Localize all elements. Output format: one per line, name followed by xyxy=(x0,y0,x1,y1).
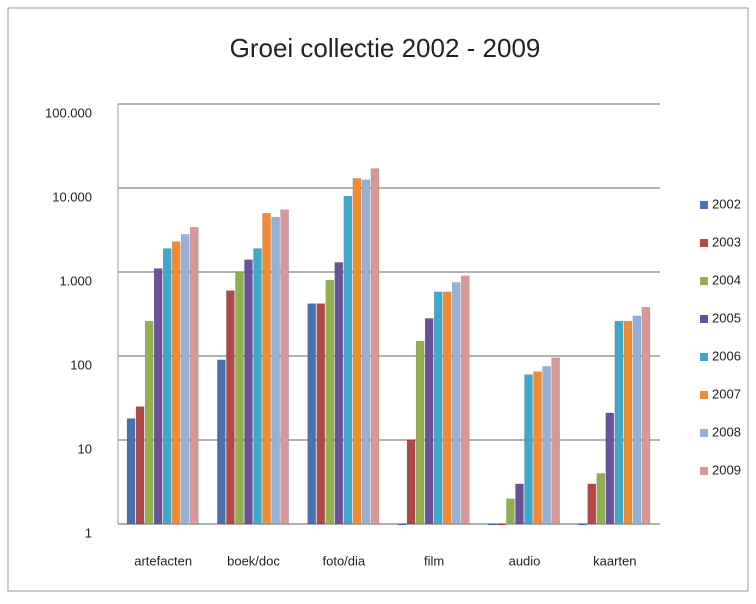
bar xyxy=(235,271,244,525)
bar xyxy=(578,523,587,526)
legend-label: 2002 xyxy=(712,196,741,211)
x-tick-label: boek/doc xyxy=(227,553,280,568)
bar xyxy=(162,248,172,525)
bar xyxy=(253,248,262,525)
x-tick-label: artefacten xyxy=(134,553,192,568)
legend-label: 2003 xyxy=(712,234,741,249)
bar xyxy=(506,498,515,525)
bar xyxy=(461,275,470,525)
bar xyxy=(623,320,633,525)
legend-swatch xyxy=(700,391,708,399)
bar xyxy=(524,374,533,525)
bar xyxy=(632,315,642,525)
bar xyxy=(171,241,181,525)
y-tick-label: 1.000 xyxy=(59,273,92,288)
bar xyxy=(307,303,316,525)
bar xyxy=(587,483,597,525)
legend-label: 2004 xyxy=(712,272,741,287)
bar xyxy=(135,406,145,525)
bar xyxy=(641,307,651,525)
legend-swatch xyxy=(700,429,708,437)
bar xyxy=(352,178,362,525)
bar xyxy=(515,483,524,525)
x-tick-label: audio xyxy=(509,553,541,568)
legend-label: 2008 xyxy=(712,424,741,439)
bar xyxy=(551,357,560,525)
bar xyxy=(180,234,190,525)
bar xyxy=(451,282,461,525)
bar xyxy=(596,473,606,525)
legend-swatch xyxy=(700,239,708,247)
bar xyxy=(280,209,289,525)
x-tick-label: kaarten xyxy=(593,553,636,568)
bar xyxy=(424,318,434,525)
y-tick-label: 1 xyxy=(85,525,92,540)
bar xyxy=(343,195,353,525)
legend-swatch xyxy=(700,277,708,285)
legend-label: 2005 xyxy=(712,310,741,325)
bar xyxy=(542,366,551,525)
legend-label: 2007 xyxy=(712,386,741,401)
legend-label: 2009 xyxy=(712,462,741,477)
bar xyxy=(533,371,542,525)
legend-swatch xyxy=(700,467,708,475)
bar xyxy=(406,439,416,525)
bar xyxy=(334,262,344,525)
bar xyxy=(271,216,280,525)
bar xyxy=(614,320,624,525)
bar xyxy=(433,291,443,525)
bar xyxy=(325,279,335,525)
bar xyxy=(153,268,163,525)
bar xyxy=(226,290,235,525)
legend-label: 2006 xyxy=(712,348,741,363)
y-tick-label: 10.000 xyxy=(52,189,92,204)
bar xyxy=(415,340,425,525)
bar xyxy=(397,523,407,526)
x-tick-label: foto/dia xyxy=(323,553,366,568)
bar xyxy=(361,179,371,525)
y-tick-label: 10 xyxy=(78,441,92,456)
bar xyxy=(497,523,506,526)
bar xyxy=(126,418,136,525)
bar xyxy=(316,303,326,525)
bar xyxy=(262,213,271,525)
bar xyxy=(370,168,380,525)
y-tick-label: 100 xyxy=(70,357,92,372)
bar xyxy=(190,227,199,525)
bar xyxy=(488,523,497,526)
chart-title: Groei collectie 2002 - 2009 xyxy=(230,33,541,63)
legend-swatch xyxy=(700,201,708,209)
legend-swatch xyxy=(700,315,708,323)
bar xyxy=(442,291,452,525)
y-tick-label: 100.000 xyxy=(45,105,92,120)
bar xyxy=(605,412,615,525)
bar xyxy=(217,359,226,525)
bar xyxy=(144,320,154,525)
x-tick-label: film xyxy=(424,553,444,568)
bar xyxy=(244,259,253,525)
legend-swatch xyxy=(700,353,708,361)
